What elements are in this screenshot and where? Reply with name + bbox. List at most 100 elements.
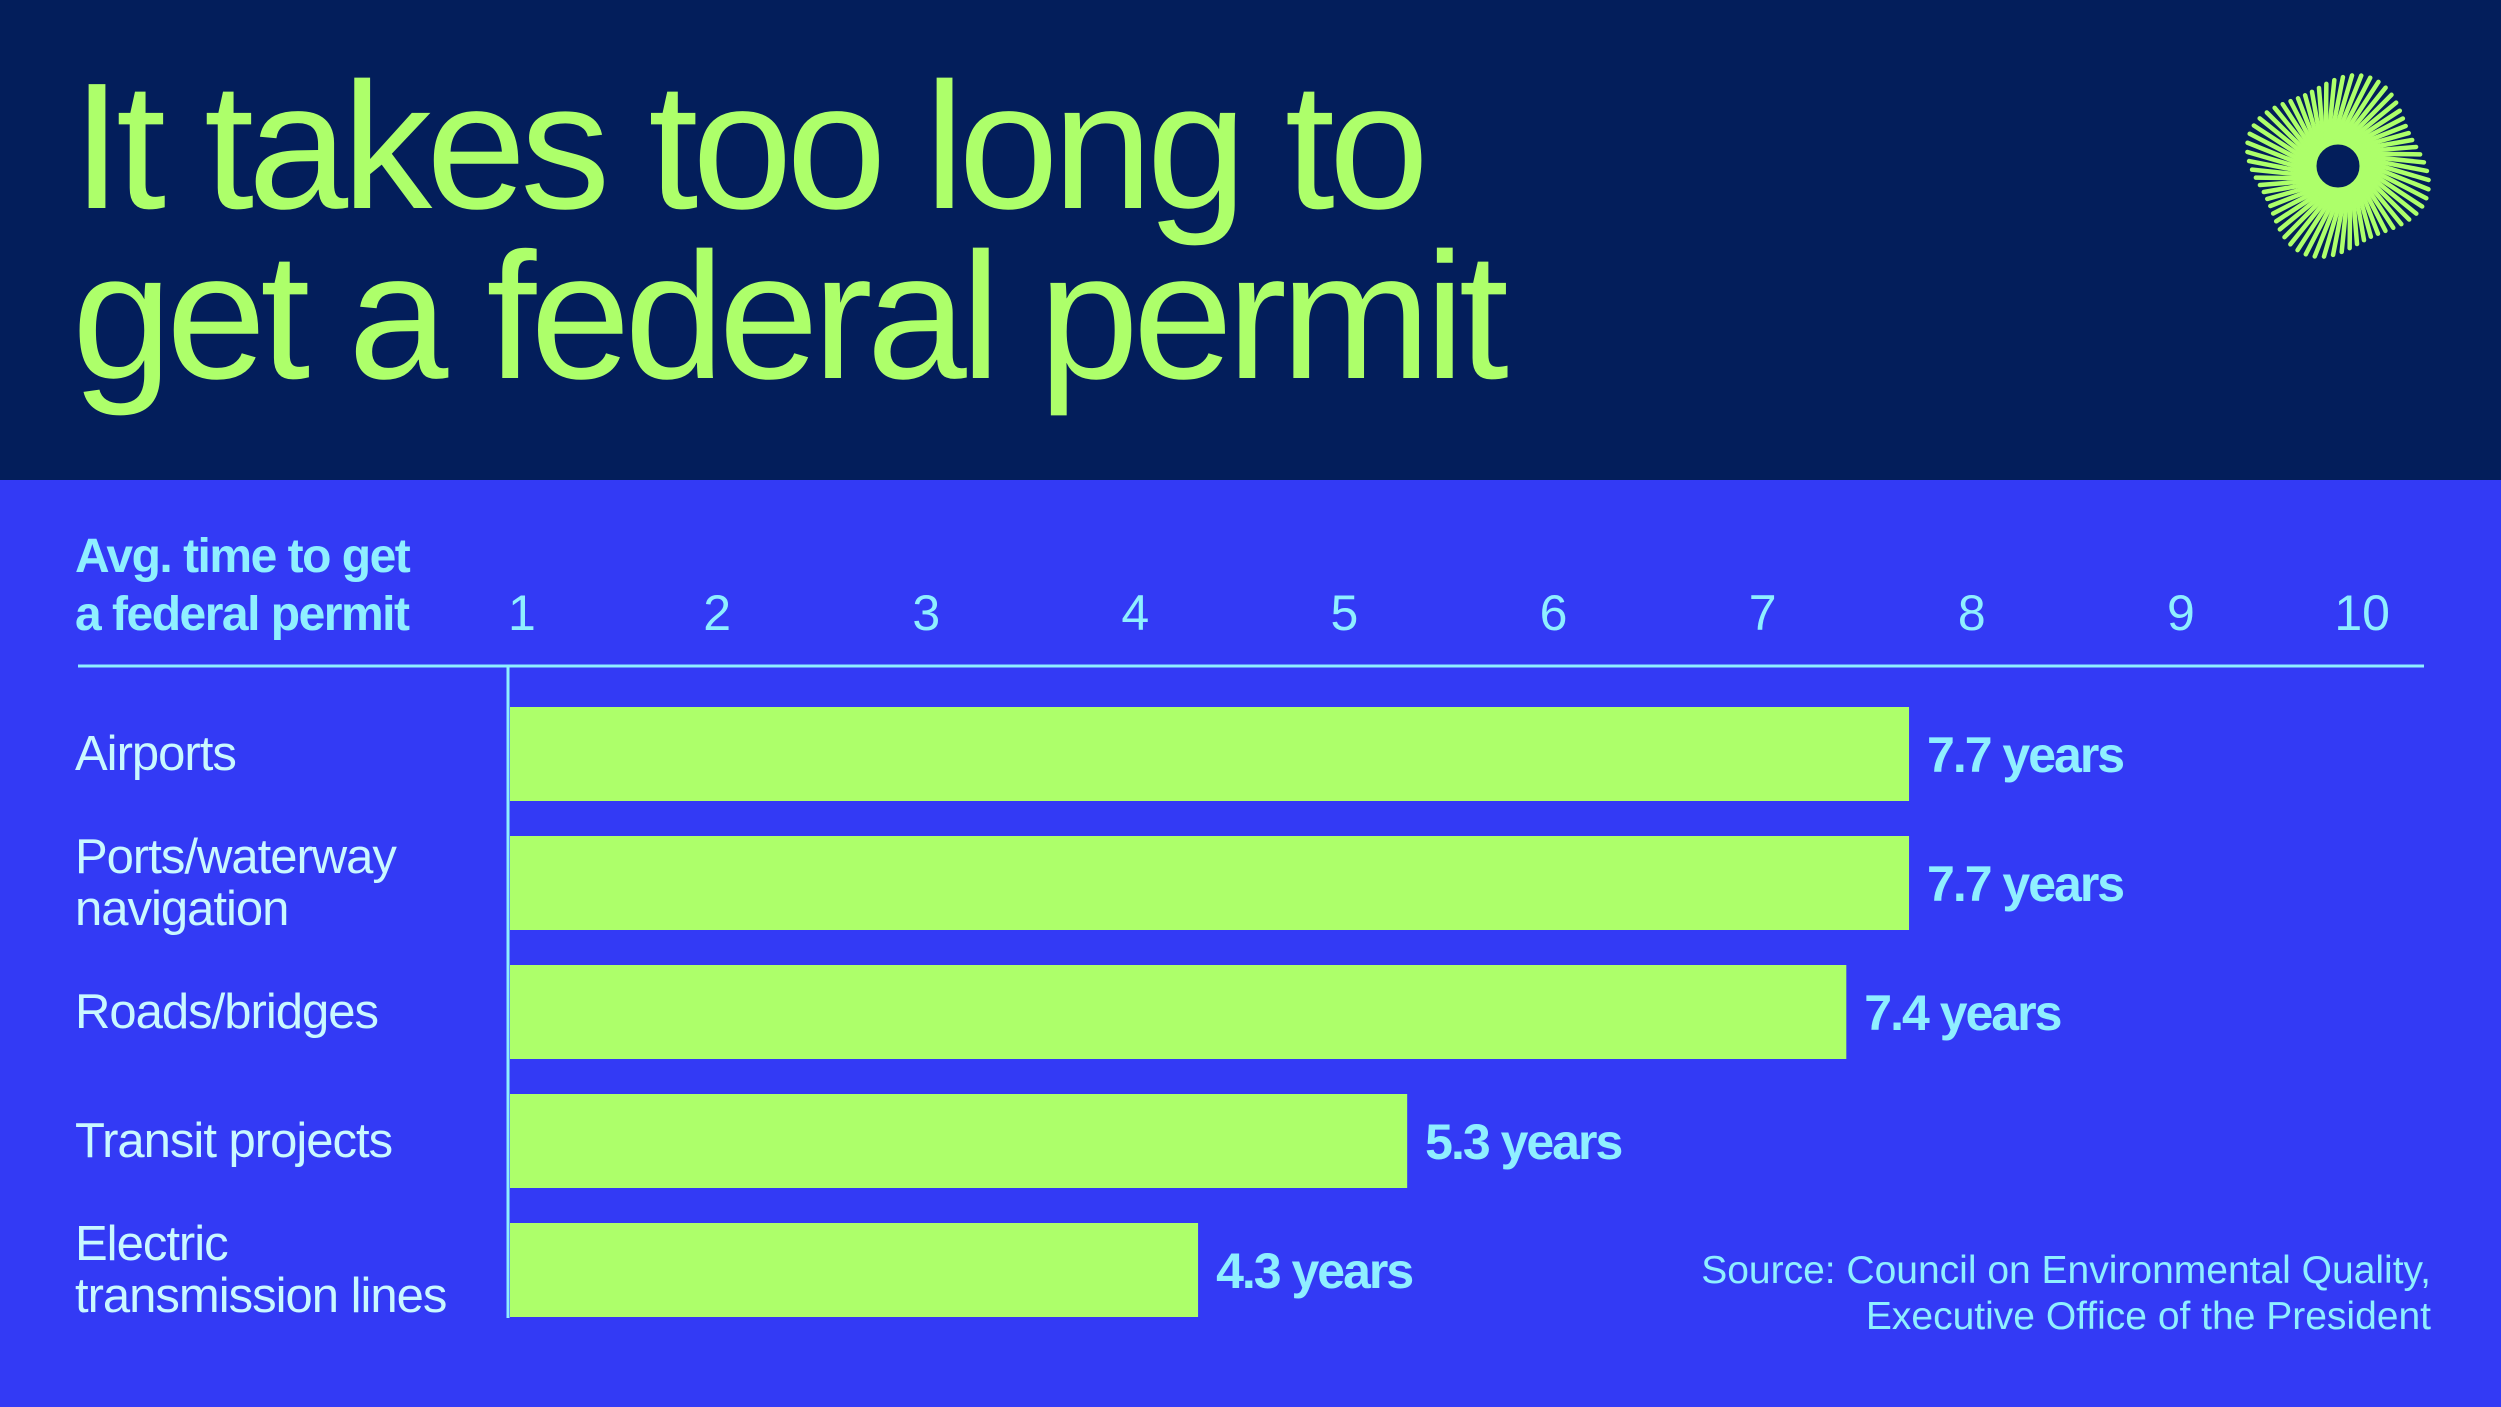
sunburst-ray xyxy=(2295,189,2338,253)
sunburst-ray xyxy=(2257,116,2315,164)
sunburst-ray xyxy=(2335,75,2373,143)
sunburst-ray xyxy=(2325,77,2337,145)
sunburst-logo-icon xyxy=(2245,73,2431,259)
sunburst-ray xyxy=(2355,137,2415,152)
sunburst-ray xyxy=(2339,187,2351,255)
sunburst-ray xyxy=(2348,108,2403,146)
sunburst-ray xyxy=(2357,144,2419,154)
sunburst-ray xyxy=(2343,92,2394,144)
sunburst-ray xyxy=(2265,182,2322,202)
sunburst-rays xyxy=(2245,73,2431,259)
bar xyxy=(510,836,1910,930)
source-line-2: Executive Office of the President xyxy=(1865,1295,2431,1338)
x-tick-label: 3 xyxy=(912,585,940,641)
sunburst-ray xyxy=(2358,151,2423,157)
sunburst-ray xyxy=(2245,140,2315,171)
sunburst-ray xyxy=(2352,123,2408,149)
axis-title: Avg. time to get a federal permit xyxy=(75,528,411,644)
source-line-1: Source: Council on Environmental Quality… xyxy=(1701,1249,2431,1292)
sunburst-ray xyxy=(2303,189,2341,257)
category-label: Electric xyxy=(75,1217,228,1271)
sunburst-ray xyxy=(2264,110,2316,161)
sunburst-center-ring xyxy=(2311,139,2365,193)
sunburst-ray xyxy=(2328,74,2346,144)
sunburst-ray xyxy=(2249,167,2317,179)
x-tick-label: 7 xyxy=(1749,585,1777,641)
data-label: 7.7 years xyxy=(1927,727,2123,783)
sunburst-ray xyxy=(2350,185,2360,247)
sunburst-ray xyxy=(2361,158,2431,183)
sunburst-ray xyxy=(2347,186,2353,251)
sunburst-ray xyxy=(2251,123,2315,166)
sunburst-ray xyxy=(2352,183,2367,243)
sunburst-ray xyxy=(2288,189,2336,247)
header-banner: It takes too long to get a federal permi… xyxy=(0,0,2501,480)
sunburst-ray xyxy=(2350,116,2406,147)
sunburst-ray xyxy=(2245,149,2315,174)
sunburst-ray xyxy=(2361,166,2425,209)
axis-title-line-2: a federal permit xyxy=(75,588,410,641)
data-label: 7.7 years xyxy=(1927,856,2123,912)
sunburst-ray xyxy=(2330,188,2348,258)
sunburst-ray xyxy=(2253,175,2318,181)
category-label: navigation xyxy=(75,882,288,936)
source-note: Source: Council on Environmental Quality… xyxy=(1701,1248,2431,1340)
sunburst-ray xyxy=(2257,178,2319,188)
sunburst-ray xyxy=(2359,153,2427,165)
x-tick-label: 5 xyxy=(1331,585,1359,641)
title-line-1: It takes too long to xyxy=(72,46,1429,247)
sunburst-ray xyxy=(2309,89,2324,149)
sunburst-ray xyxy=(2358,176,2396,231)
x-tick-label: 8 xyxy=(1958,585,1986,641)
sunburst-ray xyxy=(2357,178,2388,234)
x-tick-label: 2 xyxy=(703,585,731,641)
sunburst-ray xyxy=(2338,79,2381,143)
category-label: Airports xyxy=(75,727,236,781)
sunburst-ray xyxy=(2360,156,2430,174)
data-label: 5.3 years xyxy=(1425,1114,1621,1170)
axis-title-line-1: Avg. time to get xyxy=(75,530,411,583)
sunburst-ray xyxy=(2359,173,2404,227)
x-tick-label: 4 xyxy=(1121,585,1149,641)
bar xyxy=(510,1094,1408,1188)
sunburst-ray xyxy=(2321,189,2346,259)
x-tick-label: 9 xyxy=(2167,585,2195,641)
x-tick-label: 6 xyxy=(1540,585,1568,641)
sunburst-ray xyxy=(2354,130,2411,150)
sunburst-ray xyxy=(2323,81,2329,146)
sunburst-ray xyxy=(2333,73,2364,143)
data-label: 7.4 years xyxy=(1864,985,2060,1041)
sunburst-ray xyxy=(2273,186,2328,224)
sunburst-ray xyxy=(2270,185,2326,216)
sunburst-ray xyxy=(2295,96,2321,152)
sunburst-ray xyxy=(2282,188,2333,240)
sunburst-ray xyxy=(2345,100,2399,145)
sunburst-ray xyxy=(2361,168,2419,216)
sunburst-ray xyxy=(2268,183,2324,209)
sunburst-ray xyxy=(2340,85,2388,143)
sunburst-ray xyxy=(2361,161,2431,192)
page-title: It takes too long to get a federal permi… xyxy=(72,46,1509,407)
sunburst-ray xyxy=(2316,85,2326,147)
sunburst-ray xyxy=(2330,73,2355,143)
category-label: Transit projects xyxy=(75,1114,392,1168)
x-tick-label: 1 xyxy=(508,585,536,641)
sunburst-ray xyxy=(2355,180,2381,236)
data-label: 4.3 years xyxy=(1216,1243,1412,1299)
x-tick-label: 10 xyxy=(2334,585,2390,641)
sunburst-ray xyxy=(2277,187,2331,232)
sunburst-ray xyxy=(2272,105,2317,159)
sunburst-ray xyxy=(2354,182,2374,239)
category-label: transmission lines xyxy=(75,1269,446,1323)
chart-panel: Avg. time to get a federal permit 1 2 3 4 5 6… xyxy=(0,480,2501,1407)
category-label: Roads/bridges xyxy=(75,985,378,1039)
sunburst-ray xyxy=(2246,158,2316,176)
sunburst-ray xyxy=(2261,180,2321,195)
bar-chart: 1 2 3 4 5 6 7 8 9 10 7.7 years Airports 7.7 years Por… xyxy=(75,585,2424,1323)
sunburst-ray xyxy=(2280,101,2318,156)
category-label: Ports/waterway xyxy=(75,830,397,884)
sunburst-ray xyxy=(2247,131,2315,169)
sunburst-ray xyxy=(2288,98,2319,154)
sunburst-ray xyxy=(2361,163,2429,201)
bar xyxy=(510,965,1847,1059)
